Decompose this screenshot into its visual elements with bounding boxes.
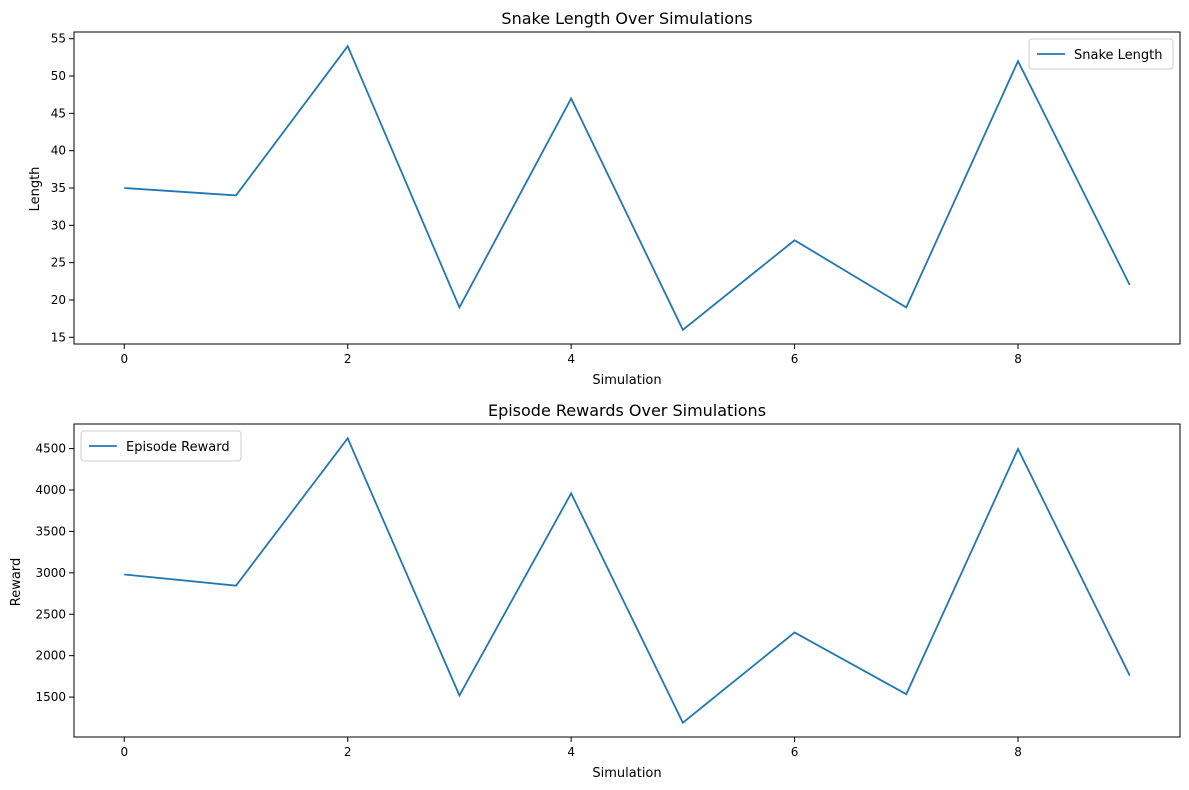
legend: Episode Reward <box>80 430 242 462</box>
y-tick-label: 20 <box>51 293 66 307</box>
ticks: 0 2 4 6 8 15 20 25 30 35 40 45 50 55 <box>51 32 1022 366</box>
y-tick-label: 30 <box>51 218 66 232</box>
x-tick-label: 8 <box>1014 745 1022 759</box>
ticks: 0 2 4 6 8 1500 2000 2500 3000 3500 4000 4500 <box>35 442 1021 759</box>
legend-box <box>1028 38 1174 70</box>
legend: Snake Length <box>1028 38 1174 70</box>
series-line <box>124 436 1131 725</box>
x-tick-label: 2 <box>344 352 352 366</box>
y-tick-label: 2500 <box>35 607 66 621</box>
y-tick-label: 15 <box>51 330 66 344</box>
y-tick-label: 25 <box>51 256 66 270</box>
chart-title: Episode Rewards Over Simulations <box>488 401 766 420</box>
x-axis-label: Simulation <box>592 766 661 781</box>
y-tick-label: 4000 <box>35 483 66 497</box>
x-tick-label: 2 <box>344 745 352 759</box>
x-tick-label: 6 <box>791 352 799 366</box>
legend-label: Snake Length <box>1074 48 1163 63</box>
series-lines <box>124 44 1131 332</box>
y-tick-label: 1500 <box>35 690 66 704</box>
y-tick-label: 3500 <box>35 524 66 538</box>
series-lines <box>124 436 1131 725</box>
x-axis-label: Simulation <box>592 373 661 388</box>
y-tick-label: 4500 <box>35 442 66 456</box>
plot-area <box>73 31 1181 345</box>
series-line <box>124 44 1131 332</box>
y-tick-label: 3000 <box>35 566 66 580</box>
y-tick-label: 45 <box>51 106 66 120</box>
x-tick-label: 4 <box>567 352 575 366</box>
y-tick-label: 40 <box>51 144 66 158</box>
y-tick-label: 55 <box>51 32 66 46</box>
x-tick-label: 6 <box>791 745 799 759</box>
y-tick-label: 35 <box>51 181 66 195</box>
plot-area <box>73 423 1181 738</box>
chart-title: Snake Length Over Simulations <box>501 9 752 28</box>
x-tick-label: 0 <box>120 745 128 759</box>
episode-rewards-chart: Episode Rewards Over Simulations Simulat… <box>9 401 1181 781</box>
y-axis-label: Reward <box>9 558 24 606</box>
y-tick-label: 50 <box>51 69 66 83</box>
x-tick-label: 4 <box>567 745 575 759</box>
x-tick-label: 0 <box>120 352 128 366</box>
y-axis-label: Length <box>28 167 43 212</box>
y-tick-label: 2000 <box>35 649 66 663</box>
x-tick-label: 8 <box>1014 352 1022 366</box>
legend-box <box>80 430 242 462</box>
legend-label: Episode Reward <box>126 440 230 455</box>
snake-length-chart: Snake Length Over Simulations Simulation… <box>28 9 1181 388</box>
